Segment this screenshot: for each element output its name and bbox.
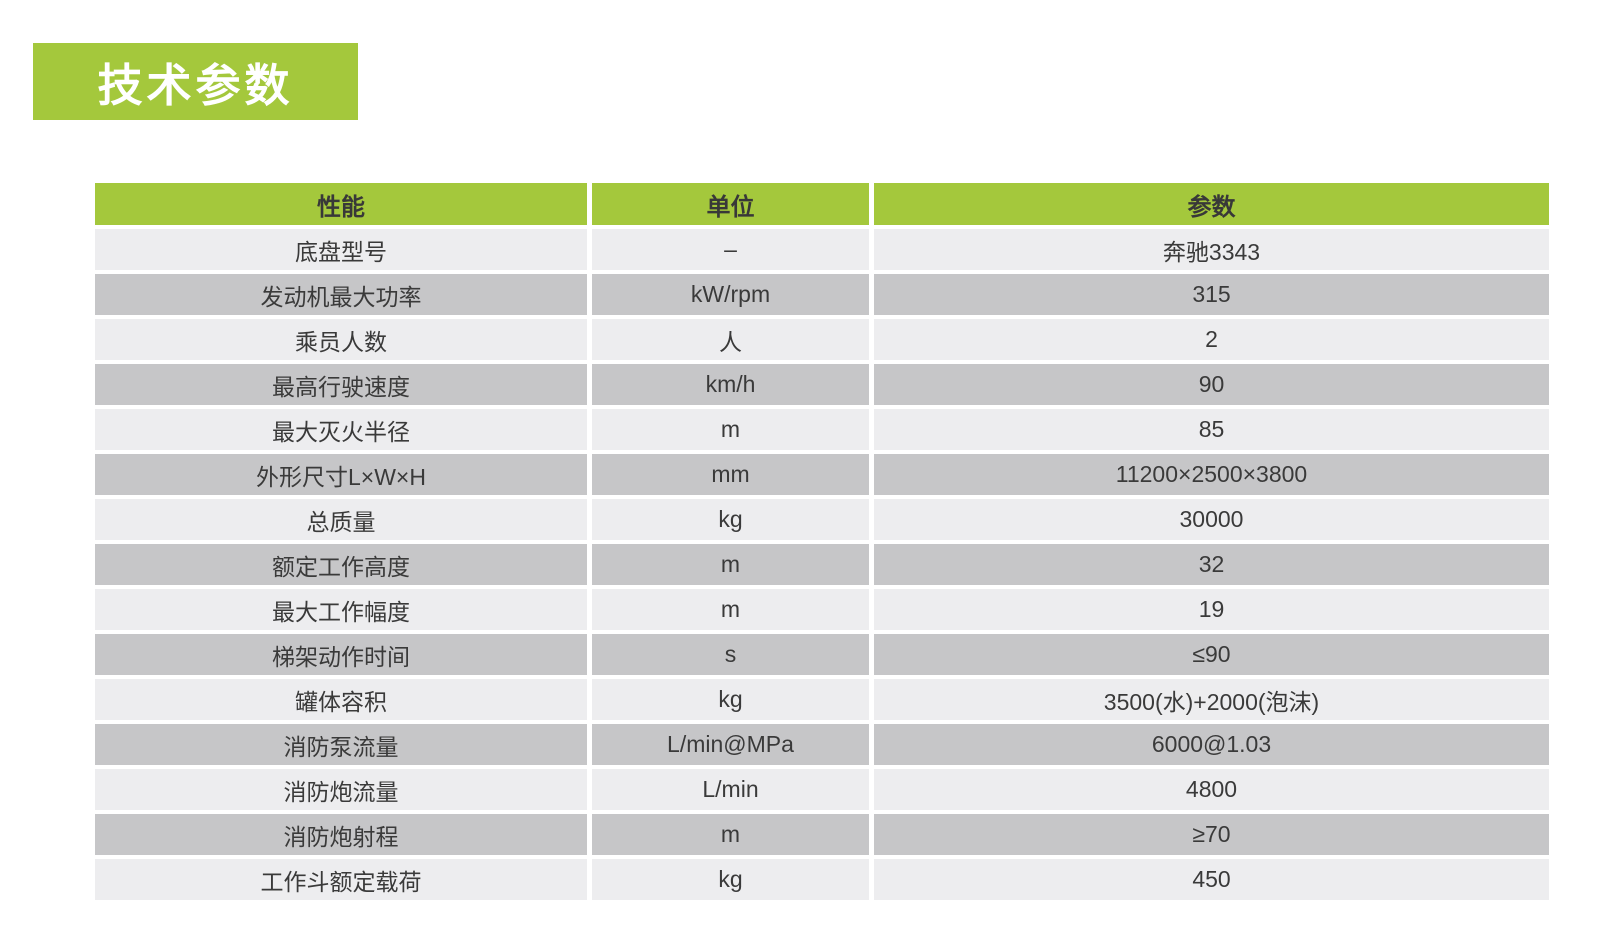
row-value-cell: ≥70 [874,814,1549,855]
row-value-cell: 4800 [874,769,1549,810]
row-unit-cell: km/h [592,364,869,405]
table-row: 发动机最大功率 kW/rpm 315 [95,274,1549,315]
row-name-cell: 额定工作高度 [95,544,587,585]
row-unit-cell: L/min@MPa [592,724,869,765]
row-name-cell: 最大工作幅度 [95,589,587,630]
row-unit-cell: mm [592,454,869,495]
row-value-cell: 11200×2500×3800 [874,454,1549,495]
table-row: 底盘型号 – 奔驰3343 [95,229,1549,270]
row-value-cell: 2 [874,319,1549,360]
row-name-cell: 总质量 [95,499,587,540]
section-title: 技术参数 [97,60,294,111]
row-value-cell: 85 [874,409,1549,450]
table-row: 乘员人数人 2 [95,319,1549,360]
row-name-cell: 工作斗额定载荷 [95,859,587,900]
row-name-cell: 消防炮流量 [95,769,587,810]
row-value-cell: 30000 [874,499,1549,540]
row-unit-cell: 人 [592,319,869,360]
row-value-cell: 19 [874,589,1549,630]
table-header-row: 性能 单位 参数 [95,183,1549,225]
column-header-unit: 单位 [592,183,869,225]
table-row: 工作斗额定载荷 kg 450 [95,859,1549,900]
row-unit-cell: m [592,544,869,585]
row-unit-cell: kg [592,499,869,540]
column-header-parameter: 参数 [874,183,1549,225]
row-unit-cell: L/min [592,769,869,810]
spec-table: 性能 单位 参数 底盘型号 – 奔驰3343 发动机最大功率 kW/rpm 315 乘员人数… [95,183,1549,904]
row-value-cell: 90 [874,364,1549,405]
row-value-cell: ≤90 [874,634,1549,675]
row-name-cell: 外形尺寸L×W×H [95,454,587,495]
row-unit-cell: kg [592,859,869,900]
row-value-cell: 32 [874,544,1549,585]
row-name-cell: 最大灭火半径 [95,409,587,450]
table-row: 最大灭火半径 m 85 [95,409,1549,450]
column-header-performance: 性能 [95,183,587,225]
row-unit-cell: kg [592,679,869,720]
table-row: 梯架动作时间 s ≤90 [95,634,1549,675]
row-name-cell: 最高行驶速度 [95,364,587,405]
row-unit-cell: kW/rpm [592,274,869,315]
row-unit-cell: m [592,814,869,855]
table-row: 消防炮射程 m ≥70 [95,814,1549,855]
row-unit-cell: s [592,634,869,675]
row-name-cell: 梯架动作时间 [95,634,587,675]
row-name-cell: 乘员人数 [95,319,587,360]
table-row: 额定工作高度 m 32 [95,544,1549,585]
table-body: 底盘型号 – 奔驰3343 发动机最大功率 kW/rpm 315 乘员人数人 2 最高行驶速度 k… [95,229,1549,900]
row-name-cell: 消防泵流量 [95,724,587,765]
table-row: 消防泵流量 L/min@MPa 6000@1.03 [95,724,1549,765]
row-name-cell: 消防炮射程 [95,814,587,855]
table-row: 罐体容积 kg 3500(水)+2000(泡沫) [95,679,1549,720]
table-row: 总质量 kg 30000 [95,499,1549,540]
row-value-cell: 450 [874,859,1549,900]
row-name-cell: 发动机最大功率 [95,274,587,315]
row-name-cell: 底盘型号 [95,229,587,270]
row-value-cell: 315 [874,274,1549,315]
row-unit-cell: m [592,409,869,450]
row-value-cell: 3500(水)+2000(泡沫) [874,679,1549,720]
row-value-cell: 6000@1.03 [874,724,1549,765]
row-unit-cell: – [592,229,869,270]
table-row: 消防炮流量 L/min 4800 [95,769,1549,810]
table-row: 外形尺寸L×W×H mm 11200×2500×3800 [95,454,1549,495]
table-row: 最高行驶速度 km/h 90 [95,364,1549,405]
row-value-cell: 奔驰3343 [874,229,1549,270]
row-name-cell: 罐体容积 [95,679,587,720]
section-title-block: 技术参数 [33,43,358,120]
table-row: 最大工作幅度 m 19 [95,589,1549,630]
row-unit-cell: m [592,589,869,630]
